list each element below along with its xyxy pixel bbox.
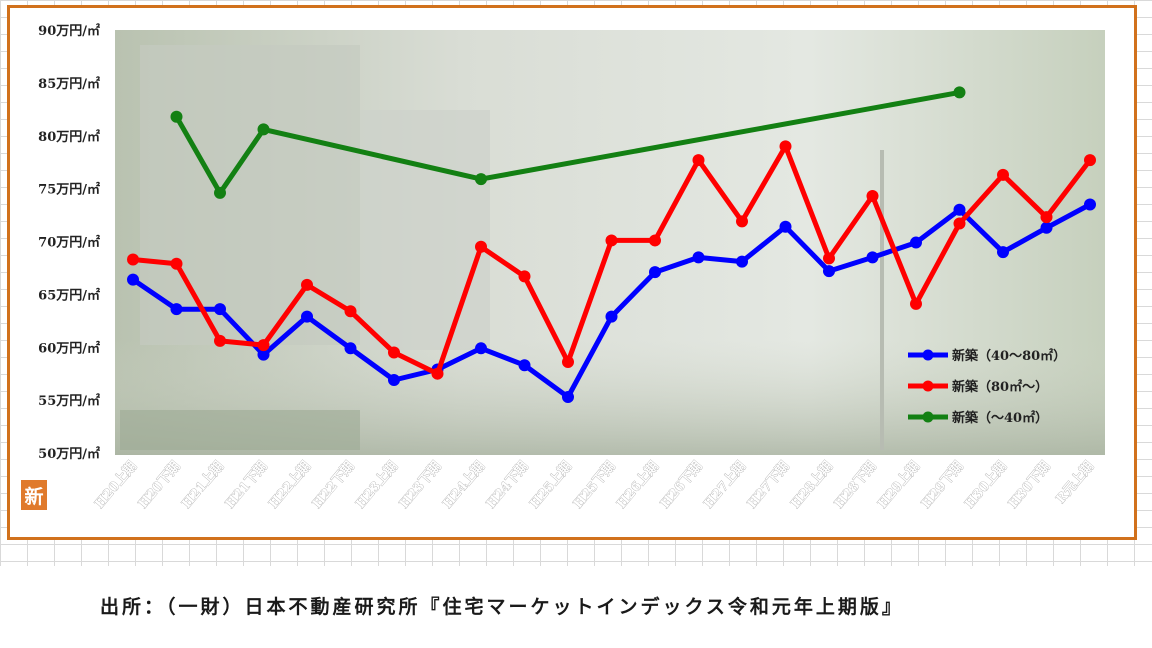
new-badge-icon: 新 <box>21 480 47 510</box>
data-point-series-1 <box>692 154 705 167</box>
data-point-series-0 <box>518 359 531 372</box>
x-tick-label: H26上期 <box>614 459 662 512</box>
data-point-series-0 <box>779 220 792 233</box>
data-point-series-0 <box>170 303 183 316</box>
data-point-series-1 <box>127 253 139 266</box>
data-point-series-2 <box>257 123 270 136</box>
data-point-series-0 <box>866 251 879 264</box>
y-tick-label: 60万円/㎡ <box>38 340 100 356</box>
data-point-series-0 <box>953 203 966 216</box>
data-point-series-1 <box>1084 154 1096 167</box>
data-point-series-0 <box>344 342 357 355</box>
data-point-series-1 <box>344 305 357 318</box>
data-point-series-1 <box>431 367 444 380</box>
data-point-series-1 <box>257 339 270 352</box>
data-point-series-1 <box>518 270 531 283</box>
source-band <box>0 566 1152 648</box>
data-point-series-1 <box>779 140 792 153</box>
legend-swatch-marker <box>922 380 934 392</box>
data-point-series-0 <box>997 246 1009 259</box>
data-point-series-0 <box>257 348 270 361</box>
x-tick-label: H22下期 <box>310 459 358 512</box>
legend-label: 新築（80㎡～） <box>952 379 1048 395</box>
legend-label: 新築（～40㎡） <box>952 410 1048 426</box>
x-tick-label: H30下期 <box>1006 459 1054 512</box>
data-point-series-1 <box>953 217 966 230</box>
data-point-series-0 <box>692 251 705 264</box>
data-point-series-1 <box>214 334 226 347</box>
data-point-series-2 <box>475 173 487 186</box>
data-point-series-0 <box>1084 198 1096 211</box>
legend: 新築（40～80㎡） 新築（80㎡～） 新築（～40㎡） <box>908 348 1066 426</box>
x-tick-label: H20上期 <box>92 459 140 512</box>
data-point-series-0 <box>823 265 835 278</box>
x-tick-label: H28上期 <box>788 459 836 512</box>
data-point-series-1 <box>605 234 618 247</box>
x-tick-label: H24下期 <box>484 459 532 512</box>
x-tick-label: H21上期 <box>179 459 227 512</box>
x-tick-label: H23下期 <box>397 459 445 512</box>
data-point-series-1 <box>910 297 922 310</box>
data-point-series-1 <box>170 257 183 270</box>
y-tick-label: 90万円/㎡ <box>38 23 100 39</box>
data-point-series-0 <box>475 342 487 355</box>
x-tick-label: H22上期 <box>266 459 314 512</box>
data-point-series-1 <box>475 240 487 253</box>
data-point-series-1 <box>866 190 879 203</box>
data-point-series-1 <box>1040 211 1053 224</box>
x-tick-label: H20下期 <box>136 459 184 512</box>
x-tick-label: H27下期 <box>745 459 793 512</box>
data-point-series-1 <box>736 215 748 228</box>
data-point-series-0 <box>736 255 748 268</box>
x-tick-label: H29上期 <box>875 459 923 512</box>
data-point-series-0 <box>910 236 922 249</box>
data-point-series-0 <box>301 310 313 323</box>
legend-swatch-marker <box>922 349 934 361</box>
x-tick-label: R元上期 <box>1054 459 1098 507</box>
y-tick-label: 85万円/㎡ <box>38 76 100 92</box>
data-point-series-0 <box>562 390 574 403</box>
source-caption: 出所：（一財）日本不動産研究所『住宅マーケットインデックス令和元年上期版』 <box>100 596 904 618</box>
data-point-series-0 <box>649 266 661 279</box>
y-tick-label: 75万円/㎡ <box>38 182 100 198</box>
data-point-series-2 <box>214 186 226 199</box>
data-point-series-2 <box>953 86 966 99</box>
x-tick-label: H26下期 <box>658 459 706 512</box>
x-tick-label: H30上期 <box>962 459 1010 512</box>
data-point-series-0 <box>1040 221 1053 234</box>
y-tick-label: 70万円/㎡ <box>38 235 100 251</box>
x-tick-label: H29下期 <box>919 459 967 512</box>
data-point-series-1 <box>649 234 661 247</box>
x-tick-label: H25下期 <box>571 459 619 512</box>
data-point-series-1 <box>997 168 1009 181</box>
y-axis: 50万円/㎡ 55万円/㎡ 60万円/㎡ 65万円/㎡ 70万円/㎡ 75万円/㎡ 80万円… <box>38 23 100 462</box>
y-tick-label: 65万円/㎡ <box>38 287 100 303</box>
legend-label: 新築（40～80㎡） <box>952 348 1066 364</box>
data-point-series-0 <box>214 303 226 316</box>
data-point-series-1 <box>823 252 835 265</box>
y-tick-label: 80万円/㎡ <box>38 129 100 145</box>
legend-swatch-marker <box>922 411 934 423</box>
y-tick-label: 55万円/㎡ <box>38 393 100 409</box>
data-point-series-1 <box>301 278 313 291</box>
x-tick-label: H24上期 <box>440 459 488 512</box>
y-tick-label: 50万円/㎡ <box>38 446 100 462</box>
data-point-series-0 <box>605 310 618 323</box>
x-tick-label: H23上期 <box>353 459 401 512</box>
x-tick-label: H27上期 <box>701 459 749 512</box>
data-point-series-1 <box>562 356 574 369</box>
x-tick-label: H28下期 <box>832 459 880 512</box>
data-point-series-1 <box>388 346 400 359</box>
x-tick-label: H21下期 <box>223 459 271 512</box>
x-tick-label: H25上期 <box>527 459 575 512</box>
x-axis: H20上期H20下期H21上期H21下期H22上期H22下期H23上期H23下期… <box>92 459 1097 512</box>
data-point-series-0 <box>127 273 139 286</box>
data-point-series-2 <box>170 110 183 123</box>
series-layer <box>127 86 1096 403</box>
data-point-series-0 <box>388 374 400 387</box>
